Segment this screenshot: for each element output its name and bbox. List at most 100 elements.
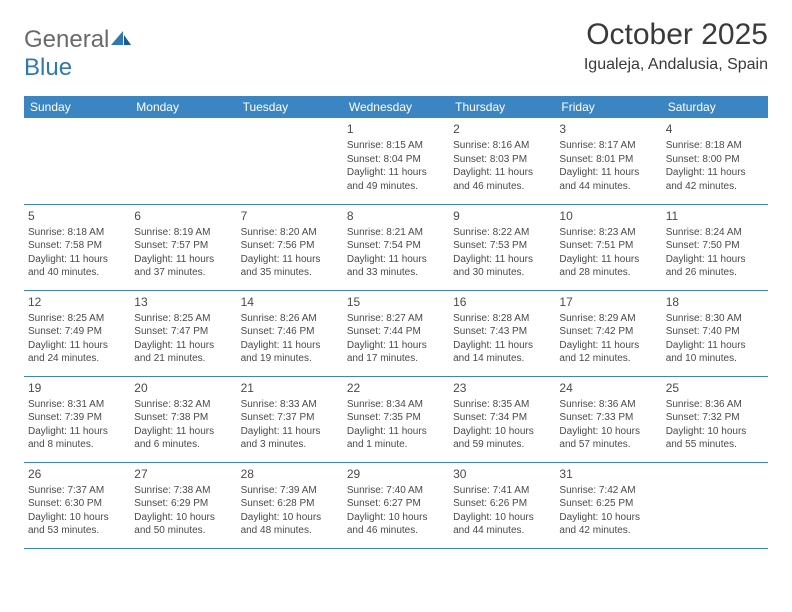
day-info: and 19 minutes. [241,352,339,366]
day-info: Daylight: 11 hours [559,339,657,353]
day-info: Sunset: 7:53 PM [453,239,551,253]
day-info: Sunrise: 8:22 AM [453,226,551,240]
day-info: and 14 minutes. [453,352,551,366]
calendar-cell [237,118,343,204]
day-info: Sunrise: 8:25 AM [28,312,126,326]
day-number: 16 [453,294,551,310]
day-info: Sunrise: 8:35 AM [453,398,551,412]
day-header: Friday [555,96,661,118]
title-block: October 2025 Igualeja, Andalusia, Spain [584,18,768,74]
day-info: Daylight: 10 hours [453,425,551,439]
day-info: Daylight: 11 hours [241,425,339,439]
day-number: 14 [241,294,339,310]
calendar-cell: 30Sunrise: 7:41 AMSunset: 6:26 PMDayligh… [449,462,555,548]
day-info: Daylight: 11 hours [559,166,657,180]
day-info: Daylight: 10 hours [241,511,339,525]
day-info: Sunset: 7:38 PM [134,411,232,425]
day-info: Sunset: 7:35 PM [347,411,445,425]
day-info: and 33 minutes. [347,266,445,280]
day-info: Daylight: 11 hours [28,425,126,439]
day-number: 5 [28,208,126,224]
day-info: Sunrise: 7:39 AM [241,484,339,498]
day-info: Sunrise: 8:23 AM [559,226,657,240]
day-number: 6 [134,208,232,224]
day-info: Sunset: 7:44 PM [347,325,445,339]
day-info: Daylight: 11 hours [666,339,764,353]
calendar-cell: 3Sunrise: 8:17 AMSunset: 8:01 PMDaylight… [555,118,661,204]
day-number: 15 [347,294,445,310]
day-info: and 50 minutes. [134,524,232,538]
calendar-cell: 31Sunrise: 7:42 AMSunset: 6:25 PMDayligh… [555,462,661,548]
day-info: Sunset: 7:58 PM [28,239,126,253]
calendar-cell: 16Sunrise: 8:28 AMSunset: 7:43 PMDayligh… [449,290,555,376]
calendar-cell [130,118,236,204]
day-header: Thursday [449,96,555,118]
day-info: and 12 minutes. [559,352,657,366]
logo-text: GeneralBlue [24,26,133,82]
day-info: Sunset: 7:37 PM [241,411,339,425]
day-header: Monday [130,96,236,118]
day-info: and 21 minutes. [134,352,232,366]
day-info: Sunrise: 8:36 AM [666,398,764,412]
calendar-cell: 20Sunrise: 8:32 AMSunset: 7:38 PMDayligh… [130,376,236,462]
day-info: Daylight: 11 hours [559,253,657,267]
day-info: Sunrise: 8:32 AM [134,398,232,412]
calendar-week-row: 26Sunrise: 7:37 AMSunset: 6:30 PMDayligh… [24,462,768,548]
day-info: Daylight: 11 hours [134,425,232,439]
calendar-cell: 6Sunrise: 8:19 AMSunset: 7:57 PMDaylight… [130,204,236,290]
calendar-cell: 5 Sunrise: 8:18 AMSunset: 7:58 PMDaylight… [24,204,130,290]
calendar-cell [24,118,130,204]
calendar-cell: 17Sunrise: 8:29 AMSunset: 7:42 PMDayligh… [555,290,661,376]
day-info: Sunrise: 8:17 AM [559,139,657,153]
day-info: and 46 minutes. [453,180,551,194]
day-info: Sunrise: 8:20 AM [241,226,339,240]
calendar-table: SundayMondayTuesdayWednesdayThursdayFrid… [24,96,768,549]
day-info: Daylight: 11 hours [453,339,551,353]
calendar-cell: 29Sunrise: 7:40 AMSunset: 6:27 PMDayligh… [343,462,449,548]
day-info: Sunset: 8:03 PM [453,153,551,167]
day-number: 27 [134,466,232,482]
day-info: Sunrise: 8:16 AM [453,139,551,153]
day-info: Daylight: 11 hours [134,253,232,267]
day-info: and 8 minutes. [28,438,126,452]
day-info: Sunset: 6:26 PM [453,497,551,511]
day-info: and 37 minutes. [134,266,232,280]
day-info: Daylight: 11 hours [666,253,764,267]
calendar-week-row: 12Sunrise: 8:25 AMSunset: 7:49 PMDayligh… [24,290,768,376]
day-number: 17 [559,294,657,310]
day-info: and 6 minutes. [134,438,232,452]
day-info: Daylight: 11 hours [28,253,126,267]
day-info: Sunrise: 8:31 AM [28,398,126,412]
day-info: Sunset: 7:32 PM [666,411,764,425]
day-info: Daylight: 11 hours [453,166,551,180]
day-info: Daylight: 11 hours [453,253,551,267]
calendar-cell: 4Sunrise: 8:18 AMSunset: 8:00 PMDaylight… [662,118,768,204]
day-info: and 59 minutes. [453,438,551,452]
calendar-cell: 2 Sunrise: 8:16 AMSunset: 8:03 PMDaylight… [449,118,555,204]
day-info: Daylight: 11 hours [347,253,445,267]
day-info: Sunset: 7:40 PM [666,325,764,339]
day-number: 9 [453,208,551,224]
logo: GeneralBlue [24,26,133,82]
day-number: 13 [134,294,232,310]
day-info: Sunrise: 8:26 AM [241,312,339,326]
day-info: Sunrise: 8:18 AM [28,226,126,240]
day-number: 22 [347,380,445,396]
day-header: Sunday [24,96,130,118]
day-number: 26 [28,466,126,482]
day-info: Sunset: 7:57 PM [134,239,232,253]
day-number: 2 [453,121,551,137]
day-number: 10 [559,208,657,224]
calendar-week-row: 19Sunrise: 8:31 AMSunset: 7:39 PMDayligh… [24,376,768,462]
calendar-header-row: SundayMondayTuesdayWednesdayThursdayFrid… [24,96,768,118]
calendar-cell: 1Sunrise: 8:15 AMSunset: 8:04 PMDaylight… [343,118,449,204]
day-info: and 35 minutes. [241,266,339,280]
calendar-cell: 10Sunrise: 8:23 AMSunset: 7:51 PMDayligh… [555,204,661,290]
day-info: Sunset: 7:43 PM [453,325,551,339]
day-info: and 55 minutes. [666,438,764,452]
calendar-cell: 8Sunrise: 8:21 AMSunset: 7:54 PMDaylight… [343,204,449,290]
calendar-cell: 26Sunrise: 7:37 AMSunset: 6:30 PMDayligh… [24,462,130,548]
calendar-cell: 15Sunrise: 8:27 AMSunset: 7:44 PMDayligh… [343,290,449,376]
day-number: 21 [241,380,339,396]
day-info: Daylight: 10 hours [28,511,126,525]
